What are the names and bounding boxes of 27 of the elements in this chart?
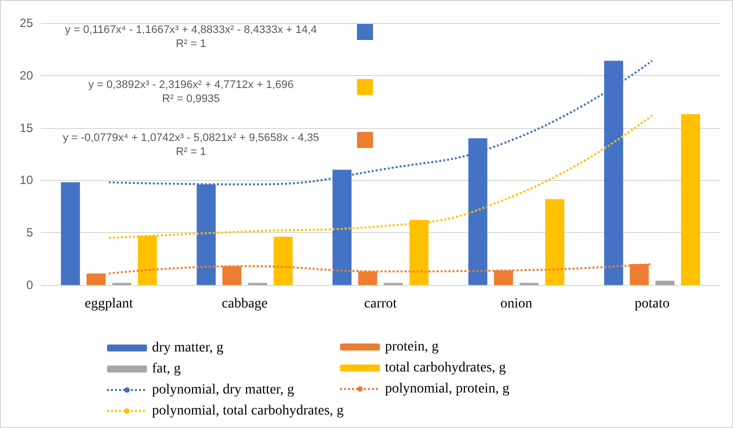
bar [274,236,293,285]
y-tick-label: 0 [26,278,34,292]
legend-label: polynomial, protein, g [385,382,510,396]
y-tick-label: 10 [20,173,34,188]
y-tick-label: 15 [20,120,34,135]
bar [545,199,564,285]
annotation: y = 0,1167x⁴ - 1,1667x³ + 4,8833x² - 8,4333x + 14,4 R² = 1 [65,24,317,50]
legend-label: polynomial, total carbohydrates, g [152,404,344,418]
legend-label: total carbohydrates, g [385,360,506,376]
annotation: y = -0,0779x⁴ + 1,0742x³ - 5,0821x² + 9,5658x - 4,35 R² = 1 [62,132,320,158]
y-tick-label: 5 [26,226,34,240]
x-tick-label: carrot [364,296,397,312]
bar [60,182,80,285]
bar [86,273,106,285]
bar [681,114,700,285]
x-tick-label: onion [500,296,532,312]
x-tick-label: cabbage [222,296,268,312]
x-tick-label: eggplant [84,296,134,312]
x-tick-label: potato [634,296,670,312]
bar [655,280,674,285]
legend-label: protein, g [385,340,439,354]
annotation: y = 0,3892x³ - 2,3196x² + 4,7712x + 1,696 R² = 0,9935 [88,79,294,105]
legend-label: polynomial, dry matter, g [152,382,294,398]
legend-label: dry matter, g [152,340,224,356]
y-tick-label: 20 [20,68,34,82]
legend-label: fat, g [152,362,181,376]
y-tick-label: 25 [20,16,34,30]
